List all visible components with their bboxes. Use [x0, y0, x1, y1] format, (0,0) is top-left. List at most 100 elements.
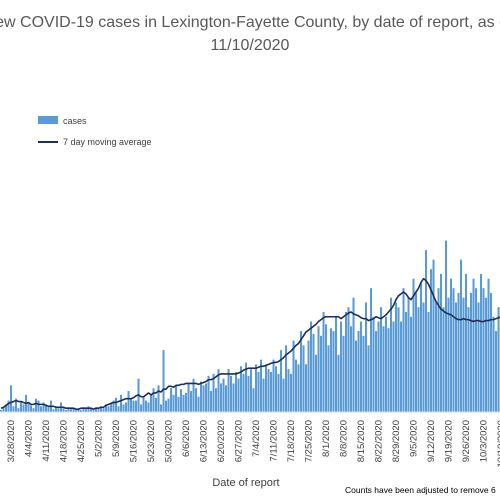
case-bar	[125, 402, 128, 412]
case-bar	[97, 409, 100, 412]
case-bar	[17, 408, 20, 412]
case-bar	[247, 375, 250, 412]
case-bar	[395, 302, 398, 412]
moving-average-line	[0, 277, 500, 410]
case-bar	[260, 359, 263, 412]
case-bar	[235, 372, 238, 412]
case-bar	[145, 400, 148, 412]
case-bar	[392, 321, 395, 412]
x-tick-label: 8/22/2020	[374, 420, 385, 462]
case-bar	[200, 381, 203, 412]
case-bar	[285, 345, 288, 412]
case-bar	[122, 404, 125, 412]
case-bar	[197, 396, 200, 412]
case-bar	[5, 404, 8, 412]
case-bar	[367, 345, 370, 412]
legend-cases-label: cases	[63, 116, 87, 126]
x-tick-label: 4/18/2020	[59, 420, 70, 462]
case-bar	[310, 321, 313, 412]
case-bar	[417, 307, 420, 412]
case-bar	[95, 407, 98, 412]
case-bar	[295, 359, 298, 412]
case-bar	[167, 398, 170, 412]
x-tick-label: 9/19/2020	[444, 420, 455, 462]
case-bar	[135, 400, 138, 412]
case-bar	[445, 240, 448, 412]
case-bar	[2, 407, 5, 412]
case-bar	[77, 409, 80, 412]
case-bar	[415, 292, 418, 412]
x-tick-labels: 3/28/2020 4/4/2020 4/11/2020 4/18/2020 4/25/…	[6, 420, 500, 468]
case-bar	[427, 312, 430, 412]
case-bar	[312, 333, 315, 412]
case-bar	[240, 366, 243, 412]
case-bar	[357, 331, 360, 412]
case-bar	[182, 394, 185, 412]
x-tick-label: 10/3/2020	[479, 420, 490, 462]
case-bar	[472, 278, 475, 412]
case-bar	[87, 406, 90, 412]
x-tick-label: 7/18/2020	[286, 420, 297, 462]
case-bar	[492, 316, 495, 412]
case-bar	[112, 400, 115, 412]
case-bar	[385, 316, 388, 412]
case-bar	[330, 328, 333, 412]
case-bar	[162, 350, 165, 412]
case-bar	[400, 321, 403, 412]
case-bar	[150, 394, 153, 412]
case-bar	[42, 402, 45, 412]
legend-cases-swatch	[38, 116, 58, 124]
case-bar	[457, 292, 460, 412]
x-tick-label: 5/2/2020	[94, 420, 105, 457]
case-bar	[202, 385, 205, 412]
case-bar	[220, 383, 223, 412]
case-bar	[140, 404, 143, 412]
case-bar	[55, 406, 58, 412]
legend: cases 7 day moving average	[38, 116, 152, 147]
x-tick-label: 7/11/2020	[269, 420, 280, 462]
case-bar	[217, 369, 220, 412]
case-bar	[390, 297, 393, 412]
case-bar	[407, 297, 410, 412]
case-bar	[110, 402, 113, 412]
case-bar	[175, 385, 178, 412]
case-bar	[290, 373, 293, 412]
case-bar	[107, 406, 110, 412]
x-tick-label: 6/27/2020	[234, 420, 245, 462]
case-bar	[322, 312, 325, 412]
case-bar	[315, 354, 318, 412]
case-bar	[325, 324, 328, 412]
case-bar	[412, 278, 415, 412]
case-bar	[67, 407, 70, 412]
x-tick-label: 9/5/2020	[409, 420, 420, 457]
case-bar	[62, 408, 65, 412]
case-bar	[450, 278, 453, 412]
case-bar	[342, 335, 345, 412]
case-bar	[347, 307, 350, 412]
x-tick-label: 5/23/2020	[146, 420, 157, 462]
case-bar	[337, 354, 340, 412]
case-bar	[355, 340, 358, 412]
bars-group	[0, 240, 500, 412]
case-bar	[22, 404, 25, 412]
case-bar	[255, 364, 258, 412]
case-bar	[92, 410, 95, 412]
case-bar	[20, 402, 23, 412]
case-bar	[497, 307, 500, 412]
x-tick-label: 5/16/2020	[129, 420, 140, 462]
case-bar	[335, 316, 338, 412]
case-bar	[440, 273, 443, 412]
x-tick-label: 8/15/2020	[356, 420, 367, 462]
case-bar	[447, 297, 450, 412]
legend-average-label: 7 day moving average	[63, 137, 152, 147]
case-bar	[302, 345, 305, 412]
case-bar	[467, 307, 470, 412]
case-bar	[402, 288, 405, 412]
case-bar	[130, 398, 133, 412]
case-bar	[52, 409, 55, 412]
case-bar	[187, 383, 190, 412]
case-bar	[375, 331, 378, 412]
case-bar	[405, 312, 408, 412]
case-bar	[382, 326, 385, 412]
x-tick-label: 7/25/2020	[304, 420, 315, 462]
